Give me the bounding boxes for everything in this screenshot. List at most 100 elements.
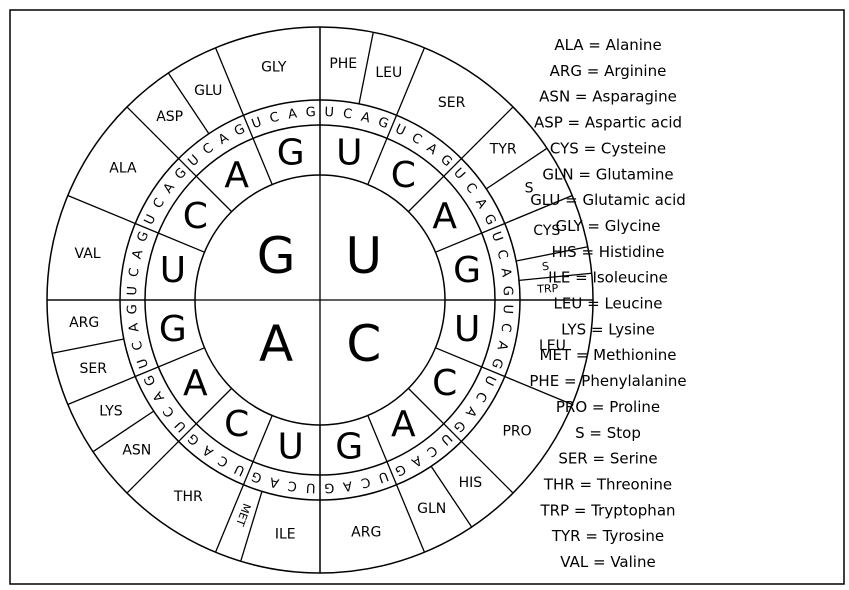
second-base: G <box>159 309 187 350</box>
amino-acid: PRO <box>502 424 531 440</box>
third-base: C <box>130 339 147 351</box>
amino-acid: LEU <box>539 338 566 354</box>
third-base: C <box>494 248 511 260</box>
first-base: C <box>346 315 381 373</box>
legend-item: GLU = Glutamic acid <box>530 191 686 209</box>
first-base: A <box>259 315 293 373</box>
second-base-divider <box>435 347 506 378</box>
legend-item: ASN = Asparagine <box>539 88 677 106</box>
legend-item: ARG = Arginine <box>550 62 667 80</box>
second-base-divider <box>178 387 233 442</box>
second-base-divider <box>242 114 273 185</box>
amino-acid: SER <box>438 95 466 111</box>
legend-item: MET = Methionine <box>540 346 677 364</box>
third-base: A <box>268 474 280 491</box>
amino-divider <box>518 272 592 282</box>
second-base-divider <box>435 222 506 253</box>
third-base: C <box>497 322 513 333</box>
third-base: G <box>376 115 391 133</box>
third-base: A <box>494 339 511 351</box>
third-base: G <box>324 480 335 495</box>
amino-acid: LYS <box>99 404 122 420</box>
legend-item: LYS = Lysine <box>561 320 655 338</box>
legend-item: GLN = Glutamine <box>542 165 673 183</box>
amino-acid: ARG <box>351 524 381 540</box>
legend-item: S = Stop <box>575 424 641 442</box>
amino-divider <box>67 194 136 225</box>
second-base: C <box>183 196 208 237</box>
amino-acid: TYR <box>489 142 517 158</box>
second-base: G <box>453 250 481 291</box>
amino-acid: GLU <box>194 83 222 99</box>
amino-divider <box>395 47 426 116</box>
third-base: U <box>135 356 152 370</box>
third-base: A <box>342 477 353 493</box>
second-base: A <box>391 404 416 445</box>
amino-acid: GLN <box>417 501 446 517</box>
second-base: U <box>454 309 480 350</box>
amino-acid: ALA <box>109 160 137 176</box>
amino-divider <box>126 106 180 160</box>
second-base-divider <box>134 222 205 253</box>
amino-acid: TRP <box>536 282 559 296</box>
amino-divider <box>52 338 124 354</box>
first-base: G <box>257 227 296 285</box>
second-base: G <box>277 132 305 173</box>
second-base: A <box>432 196 457 237</box>
amino-acid: GLY <box>261 60 287 76</box>
amino-divider <box>460 440 514 494</box>
amino-acid: THR <box>173 489 203 505</box>
third-base: G <box>305 105 316 120</box>
first-base: U <box>346 227 383 285</box>
legend-item: PHE = Phenylalanine <box>529 372 686 390</box>
amino-acid: PHE <box>329 56 357 72</box>
legend-item: HIS = Histidine <box>551 243 664 261</box>
legend-item: CYS = Cysteine <box>550 139 666 157</box>
legend-item: TRP = Tryptophan <box>539 501 675 519</box>
second-base-divider <box>242 415 273 486</box>
amino-acid: LEU <box>375 65 402 81</box>
third-base: A <box>359 110 371 127</box>
third-base: C <box>342 106 353 122</box>
amino-acid: CYS <box>533 223 560 239</box>
amino-divider <box>67 375 136 406</box>
second-base-divider <box>407 158 462 213</box>
amino-acid: ASN <box>122 442 151 458</box>
amino-acid: HIS <box>459 475 483 491</box>
second-base: C <box>432 363 457 404</box>
third-base: C <box>287 477 298 493</box>
third-base: G <box>500 285 515 296</box>
third-base: G <box>488 356 506 371</box>
amino-divider <box>167 72 210 135</box>
third-base: U <box>376 468 390 485</box>
legend-item: VAL = Valine <box>560 553 655 571</box>
third-base: U <box>500 304 515 314</box>
second-base: U <box>160 250 186 291</box>
second-base: A <box>183 363 208 404</box>
legend-item: GLY = Glycine <box>555 217 660 235</box>
third-base: A <box>130 248 147 260</box>
third-base: G <box>250 468 265 486</box>
third-base: C <box>268 110 280 127</box>
amino-divider <box>214 484 245 553</box>
third-base: A <box>287 106 298 122</box>
second-base-divider <box>367 415 398 486</box>
amino-divider <box>504 375 573 406</box>
second-base: C <box>224 404 249 445</box>
amino-divider <box>358 32 374 104</box>
amino-divider <box>485 147 548 190</box>
third-base: U <box>306 480 316 495</box>
second-base-divider <box>367 114 398 185</box>
amino-divider <box>516 246 588 262</box>
third-base: A <box>497 267 513 278</box>
second-base-divider <box>407 387 462 442</box>
amino-divider <box>126 440 180 494</box>
legend-item: SER = Serine <box>558 450 657 468</box>
amino-acid: SER <box>79 361 107 377</box>
legend-item: ILE = Isoleucine <box>548 269 668 287</box>
amino-acid: VAL <box>75 246 101 262</box>
amino-divider <box>504 194 573 225</box>
amino-divider <box>430 465 473 528</box>
second-base-divider <box>178 158 233 213</box>
third-base: U <box>488 230 505 244</box>
